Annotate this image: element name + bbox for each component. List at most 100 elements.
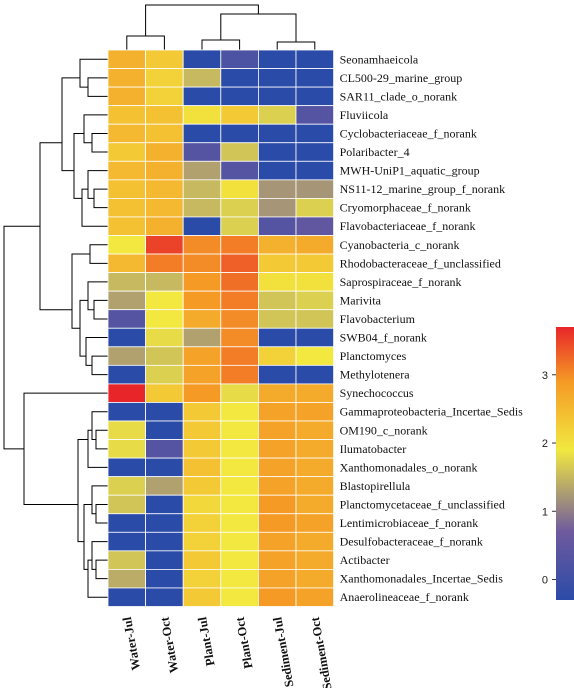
heatmap-cell bbox=[295, 457, 334, 478]
heatmap-cell bbox=[220, 235, 259, 255]
row-label: Actibacter bbox=[340, 553, 390, 567]
heatmap-cell bbox=[257, 327, 297, 348]
heatmap-cell bbox=[295, 235, 334, 255]
heatmap-cell bbox=[145, 383, 184, 403]
heatmap-cell bbox=[145, 272, 184, 292]
heatmap-cell bbox=[182, 346, 222, 366]
heatmap-cell bbox=[295, 253, 334, 274]
heatmap-cell bbox=[257, 550, 297, 570]
heatmap-cell bbox=[107, 457, 146, 478]
heatmap-cell bbox=[295, 105, 334, 125]
heatmap-cell bbox=[295, 123, 334, 144]
heatmap-cells bbox=[107, 49, 334, 607]
color-scale-tick-label: 0 bbox=[542, 575, 548, 587]
heatmap-cell bbox=[107, 569, 146, 589]
heatmap-cell bbox=[145, 179, 184, 199]
heatmap-cell bbox=[295, 179, 334, 199]
heatmap-cell bbox=[107, 123, 146, 144]
heatmap-cell bbox=[182, 253, 222, 274]
dendrogram-branch bbox=[276, 41, 316, 50]
row-label: OM190_c_norank bbox=[340, 423, 428, 437]
heatmap-cell bbox=[145, 513, 184, 533]
heatmap-cell bbox=[257, 160, 297, 181]
row-label: Desulfobacteraceae_f_norank bbox=[340, 535, 483, 549]
heatmap-cell bbox=[145, 160, 184, 181]
heatmap-cell bbox=[220, 253, 259, 274]
dendrogram-branch bbox=[126, 35, 165, 50]
heatmap-cell bbox=[107, 550, 146, 570]
heatmap-cell bbox=[145, 494, 184, 515]
heatmap-cell bbox=[295, 569, 334, 589]
heatmap-cell bbox=[107, 290, 146, 311]
color-scale-tick-label: 2 bbox=[542, 438, 548, 450]
heatmap-cell bbox=[257, 235, 297, 255]
row-label: MWH-UniP1_aquatic_group bbox=[340, 164, 480, 178]
heatmap-cell bbox=[182, 68, 222, 88]
heatmap-cell bbox=[145, 290, 184, 311]
row-label: Planctomycetaceae_f_unclassified bbox=[340, 497, 505, 511]
heatmap-cell bbox=[145, 235, 184, 255]
heatmap-cell bbox=[220, 531, 259, 552]
heatmap-cell bbox=[107, 160, 146, 181]
heatmap-cell bbox=[295, 513, 334, 533]
column-label: Water-Jul bbox=[120, 615, 143, 671]
dendrogram-branch bbox=[85, 337, 108, 366]
heatmap-cell bbox=[145, 587, 184, 607]
heatmap-cell bbox=[220, 216, 259, 236]
heatmap-cell bbox=[220, 587, 259, 607]
heatmap-cell bbox=[182, 569, 222, 589]
heatmap-cell bbox=[257, 513, 297, 533]
dendrogram-branch bbox=[79, 58, 108, 88]
heatmap-cell bbox=[220, 68, 259, 88]
row-label: Methylotenera bbox=[340, 368, 411, 382]
heatmap-cell bbox=[145, 402, 184, 422]
row-label: Seonamhaeicola bbox=[340, 52, 419, 66]
heatmap-cell bbox=[295, 402, 334, 422]
heatmap-cell bbox=[107, 235, 146, 255]
heatmap-cell bbox=[107, 513, 146, 533]
heatmap-cell bbox=[182, 160, 222, 181]
heatmap-cell bbox=[107, 402, 146, 422]
heatmap-cell bbox=[220, 420, 259, 440]
color-scale-ticks: 0 1 2 3 bbox=[542, 370, 556, 587]
heatmap-cell bbox=[295, 420, 334, 440]
column-labels: Water-Jul Water-Oct Plant-Jul Plant-Oct Sedi… bbox=[120, 615, 335, 688]
heatmap-cell bbox=[107, 105, 146, 125]
heatmap-cell bbox=[107, 86, 146, 107]
heatmap-cell bbox=[182, 513, 222, 533]
heatmap-cell bbox=[295, 197, 334, 218]
heatmap-cell bbox=[145, 105, 184, 125]
heatmap-cell bbox=[182, 309, 222, 329]
dendrogram-branch bbox=[201, 39, 241, 50]
heatmap-cell bbox=[182, 531, 222, 552]
column-label: Plant-Jul bbox=[195, 615, 217, 667]
heatmap-cell bbox=[257, 569, 297, 589]
heatmap-cell bbox=[107, 253, 146, 274]
row-label: Ilumatobacter bbox=[340, 442, 407, 456]
dendrogram-branch bbox=[93, 188, 108, 209]
dendrogram-branch bbox=[39, 142, 72, 311]
dendrogram-branch bbox=[91, 132, 108, 153]
heatmap-cell bbox=[145, 309, 184, 329]
row-label: Polaribacter_4 bbox=[340, 145, 410, 159]
heatmap-cell bbox=[220, 105, 259, 125]
color-scale-tick-label: 1 bbox=[542, 506, 548, 518]
heatmap-cell bbox=[182, 457, 222, 478]
heatmap-cell bbox=[257, 123, 297, 144]
heatmap-cell bbox=[107, 346, 146, 366]
row-label: Flavobacteriaceae_f_norank bbox=[340, 219, 476, 233]
heatmap-cell bbox=[145, 569, 184, 589]
heatmap-cell bbox=[220, 457, 259, 478]
row-label: Cyanobacteria_c_norank bbox=[340, 238, 460, 252]
heatmap-cell bbox=[145, 142, 184, 162]
heatmap-cell bbox=[107, 272, 146, 292]
row-label: SWB04_f_norank bbox=[340, 331, 427, 345]
heatmap-cell bbox=[220, 327, 259, 348]
heatmap-cell bbox=[107, 364, 146, 385]
heatmap-cell bbox=[107, 179, 146, 199]
heatmap-cell bbox=[257, 216, 297, 236]
heatmap-cell bbox=[257, 494, 297, 515]
color-scale-legend: 0 1 2 3 bbox=[542, 327, 574, 600]
row-label: Synechococcus bbox=[340, 386, 414, 400]
heatmap-cell bbox=[182, 142, 222, 162]
